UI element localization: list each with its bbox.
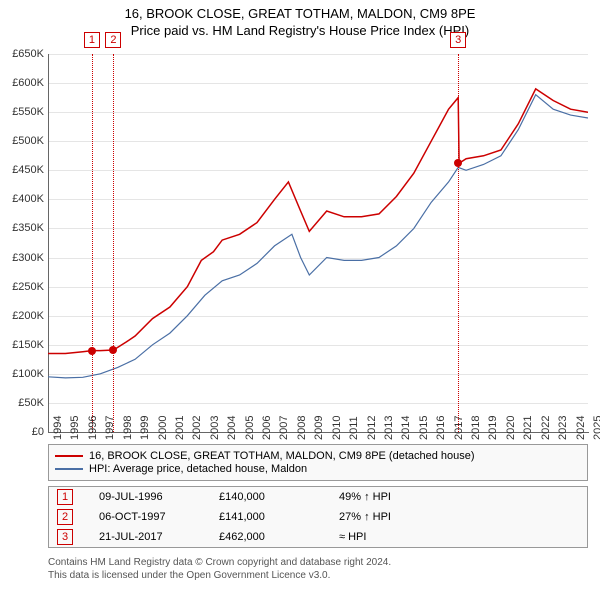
sale-date: 09-JUL-1996 [99, 491, 219, 503]
y-tick-label: £250K [12, 281, 44, 293]
x-tick-label: 2011 [348, 416, 360, 440]
x-tick-label: 2009 [313, 416, 325, 440]
x-tick-label: 2023 [557, 416, 569, 440]
sale-row: 3 21-JUL-2017£462,000≈ HPI [49, 527, 587, 547]
sale-marker [109, 346, 117, 354]
y-tick-label: £200K [12, 310, 44, 322]
sale-badge: 2 [57, 509, 73, 525]
y-tick-label: £400K [12, 193, 44, 205]
sale-callout-badge: 3 [450, 32, 466, 48]
sale-price: £141,000 [219, 511, 339, 523]
sale-row: 2 06-OCT-1997£141,00027% ↑ HPI [49, 507, 587, 527]
x-tick-label: 2012 [366, 416, 378, 440]
line-series-svg [48, 54, 588, 432]
legend-label: 16, BROOK CLOSE, GREAT TOTHAM, MALDON, C… [89, 450, 475, 462]
sale-marker [454, 159, 462, 167]
x-tick-label: 2000 [157, 416, 169, 440]
x-tick-label: 1996 [87, 416, 99, 440]
x-tick-label: 1995 [69, 416, 81, 440]
footer-line1: Contains HM Land Registry data © Crown c… [48, 556, 391, 569]
sale-delta: 49% ↑ HPI [339, 491, 459, 503]
legend-row: HPI: Average price, detached house, Mald… [55, 463, 581, 475]
sale-badge: 3 [57, 529, 73, 545]
x-tick-label: 2017 [453, 416, 465, 440]
series-line [48, 95, 588, 378]
x-tick-label: 2021 [522, 416, 534, 440]
chart-title-line1: 16, BROOK CLOSE, GREAT TOTHAM, MALDON, C… [0, 0, 600, 21]
sale-date: 21-JUL-2017 [99, 531, 219, 543]
y-tick-label: £550K [12, 106, 44, 118]
footer-line2: This data is licensed under the Open Gov… [48, 569, 391, 582]
sale-date: 06-OCT-1997 [99, 511, 219, 523]
sale-vline [92, 54, 93, 432]
x-tick-label: 2001 [174, 416, 186, 440]
x-tick-label: 2008 [296, 416, 308, 440]
x-tick-label: 2015 [418, 416, 430, 440]
x-tick-label: 2010 [331, 416, 343, 440]
x-tick-label: 2013 [383, 416, 395, 440]
sale-price: £140,000 [219, 491, 339, 503]
sale-delta: 27% ↑ HPI [339, 511, 459, 523]
x-tick-label: 2007 [278, 416, 290, 440]
x-tick-label: 2024 [575, 416, 587, 440]
footer-attribution: Contains HM Land Registry data © Crown c… [48, 556, 391, 582]
sale-callout-badge: 2 [105, 32, 121, 48]
x-tick-label: 2006 [261, 416, 273, 440]
legend-row: 16, BROOK CLOSE, GREAT TOTHAM, MALDON, C… [55, 450, 581, 462]
legend-swatch [55, 468, 83, 470]
x-tick-label: 2022 [540, 416, 552, 440]
y-tick-label: £450K [12, 164, 44, 176]
x-tick-label: 1994 [52, 416, 64, 440]
chart-plot-area: 123 £0£50K£100K£150K£200K£250K£300K£350K… [48, 54, 588, 432]
x-tick-label: 2016 [435, 416, 447, 440]
chart-container: 16, BROOK CLOSE, GREAT TOTHAM, MALDON, C… [0, 0, 600, 590]
y-tick-label: £650K [12, 48, 44, 60]
x-tick-label: 2002 [191, 416, 203, 440]
y-tick-label: £500K [12, 135, 44, 147]
sale-delta: ≈ HPI [339, 531, 459, 543]
series-line [48, 89, 588, 354]
x-tick-label: 2025 [592, 416, 600, 440]
y-tick-label: £350K [12, 222, 44, 234]
x-tick-label: 2018 [470, 416, 482, 440]
y-tick-label: £600K [12, 77, 44, 89]
x-tick-label: 2019 [487, 416, 499, 440]
sale-vline [113, 54, 114, 432]
sale-marker [88, 347, 96, 355]
x-tick-label: 2005 [244, 416, 256, 440]
x-tick-label: 2004 [226, 416, 238, 440]
x-tick-label: 2014 [400, 416, 412, 440]
legend: 16, BROOK CLOSE, GREAT TOTHAM, MALDON, C… [48, 444, 588, 481]
y-tick-label: £100K [12, 368, 44, 380]
y-tick-label: £150K [12, 339, 44, 351]
sales-table: 1 09-JUL-1996£140,00049% ↑ HPI 2 06-OCT-199… [48, 486, 588, 548]
y-tick-label: £50K [18, 397, 44, 409]
x-tick-label: 1997 [104, 416, 116, 440]
legend-label: HPI: Average price, detached house, Mald… [89, 463, 307, 475]
x-tick-label: 2020 [505, 416, 517, 440]
y-tick-label: £300K [12, 252, 44, 264]
sale-callout-badge: 1 [84, 32, 100, 48]
x-tick-label: 1998 [122, 416, 134, 440]
y-tick-label: £0 [32, 426, 44, 438]
sale-price: £462,000 [219, 531, 339, 543]
sale-row: 1 09-JUL-1996£140,00049% ↑ HPI [49, 487, 587, 507]
x-tick-label: 1999 [139, 416, 151, 440]
sale-vline [458, 54, 459, 432]
legend-swatch [55, 455, 83, 457]
sale-badge: 1 [57, 489, 73, 505]
x-tick-label: 2003 [209, 416, 221, 440]
